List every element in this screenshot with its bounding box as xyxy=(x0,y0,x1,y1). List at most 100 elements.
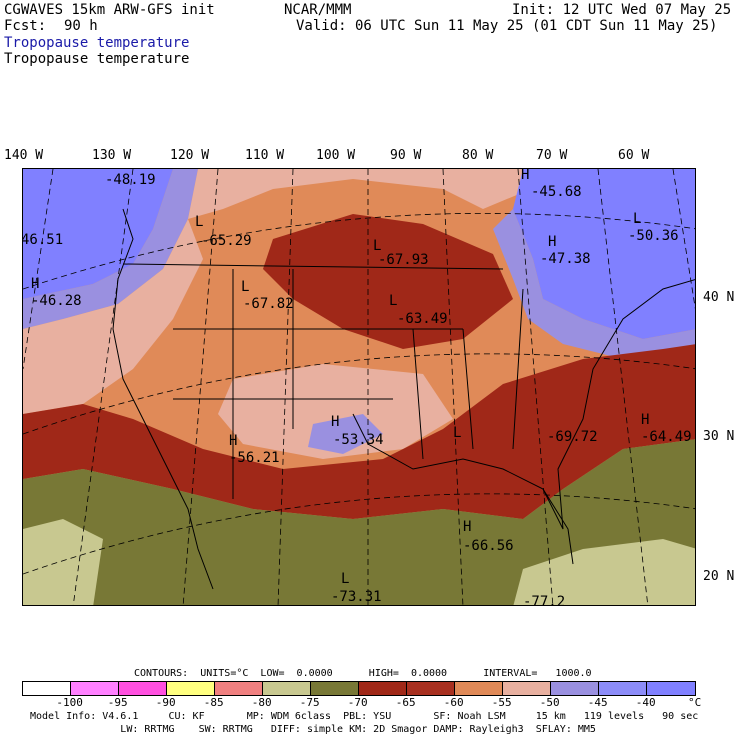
colorbar-tick-9: -55 xyxy=(491,696,512,709)
forecast-hour: 90 h xyxy=(64,18,98,34)
extreme-type-4: H xyxy=(548,234,556,250)
extreme-labels: -48.19 H -45.68 L -65.29 H -47.38 L -50.… xyxy=(23,169,692,606)
colorbar xyxy=(22,681,696,696)
extreme-label-3: -65.29 xyxy=(201,233,252,249)
tropopause-temperature-map: -48.19 H -45.68 L -65.29 H -47.38 L -50.… xyxy=(22,168,696,606)
extreme-type-3: L xyxy=(195,214,203,230)
colorbar-swatch-2 xyxy=(119,682,167,695)
lon-label-110w: 110 W xyxy=(245,148,285,163)
band-violet-central xyxy=(308,414,383,454)
extreme-type-13: L xyxy=(453,425,461,441)
model-info-line2: LW: RRTMG SW: RRTMG DIFF: simple KM: 2D … xyxy=(30,724,596,735)
extreme-type-7: H xyxy=(31,276,39,292)
contour-info: CONTOURS: UNITS=°C LOW= 0.0000 HIGH= 0.0… xyxy=(134,668,592,679)
colorbar-tick-6: -70 xyxy=(347,696,368,709)
colorbar-tick-13: °C xyxy=(688,696,702,709)
extreme-label-10: -63.49 xyxy=(397,311,448,327)
extreme-type-10: L xyxy=(389,293,397,309)
extreme-label-12: -56.21 xyxy=(229,450,280,466)
extreme-label-6: 46.51 xyxy=(23,232,63,248)
extreme-type-11: H xyxy=(331,414,339,430)
extreme-label-1: -48.19 xyxy=(105,172,156,188)
band-violet-northeast xyxy=(493,209,695,359)
lat-label-40n: 40 N xyxy=(703,290,735,305)
colorbar-swatch-5 xyxy=(263,682,311,695)
political-boundaries xyxy=(112,208,695,590)
extreme-type-16: L xyxy=(341,571,349,587)
colorbar-tick-8: -60 xyxy=(443,696,464,709)
colorbar-tick-5: -75 xyxy=(299,696,320,709)
model-info-line1: Model Info: V4.6.1 CU: KF MP: WDM 6class… xyxy=(30,711,699,722)
extreme-label-8: -67.82 xyxy=(243,296,294,312)
forecast-label: Fcst: xyxy=(4,18,47,34)
extreme-type-14: H xyxy=(641,412,649,428)
extreme-type-2: H xyxy=(521,169,529,183)
colorbar-swatch-1 xyxy=(71,682,119,695)
colorbar-swatch-6 xyxy=(311,682,359,695)
colorbar-swatch-4 xyxy=(215,682,263,695)
lon-label-100w: 100 W xyxy=(316,148,356,163)
colorbar-tick-10: -50 xyxy=(539,696,560,709)
extreme-label-4: -47.38 xyxy=(540,251,591,267)
init-time: Init: 12 UTC Wed 07 May 25 xyxy=(512,2,732,18)
colorbar-tick-4: -80 xyxy=(251,696,272,709)
lon-label-80w: 80 W xyxy=(462,148,494,163)
field-title-secondary: Tropopause temperature xyxy=(4,51,190,67)
extreme-label-14: -64.49 xyxy=(641,429,692,445)
band-blue-northeast xyxy=(513,169,695,339)
extreme-label-9: -67.93 xyxy=(378,252,429,268)
model-title: CGWAVES 15km ARW-GFS init xyxy=(4,2,215,18)
valid-time: Valid: 06 UTC Sun 11 May 25 (01 CDT Sun … xyxy=(296,18,718,34)
colorbar-swatch-0 xyxy=(23,682,71,695)
band-olive-south xyxy=(23,439,695,605)
colorbar-tick-11: -45 xyxy=(587,696,608,709)
colorbar-tick-3: -85 xyxy=(203,696,224,709)
colorbar-swatch-3 xyxy=(167,682,215,695)
colorbar-swatch-7 xyxy=(359,682,407,695)
extreme-label-15: -66.56 xyxy=(463,538,514,554)
map-canvas: -48.19 H -45.68 L -65.29 H -47.38 L -50.… xyxy=(23,169,695,606)
extreme-type-9: L xyxy=(373,238,381,254)
field-title-primary: Tropopause temperature xyxy=(4,35,190,51)
colorbar-swatch-10 xyxy=(503,682,551,695)
colorbar-tick-0: -100 xyxy=(56,696,83,709)
extreme-type-8: L xyxy=(241,279,249,295)
extreme-label-17: -77.2 xyxy=(523,594,565,606)
colorbar-tick-7: -65 xyxy=(395,696,416,709)
extreme-label-2: -45.68 xyxy=(531,184,582,200)
colorbar-tick-1: -95 xyxy=(107,696,128,709)
band-pink-west xyxy=(23,219,203,414)
colorbar-tick-12: -40 xyxy=(635,696,656,709)
colorbar-swatch-12 xyxy=(599,682,647,695)
org-label: NCAR/MMM xyxy=(284,2,352,18)
lat-label-20n: 20 N xyxy=(703,569,735,584)
lon-label-60w: 60 W xyxy=(618,148,650,163)
lon-label-90w: 90 W xyxy=(390,148,422,163)
extreme-label-11: -53.34 xyxy=(333,432,384,448)
extreme-type-12: H xyxy=(229,433,237,449)
lon-label-130w: 130 W xyxy=(92,148,132,163)
colorbar-swatch-13 xyxy=(647,682,695,695)
extreme-type-5: L xyxy=(633,211,641,227)
lon-label-120w: 120 W xyxy=(170,148,210,163)
lat-label-30n: 30 N xyxy=(703,429,735,444)
band-blue-northwest xyxy=(23,169,173,299)
extreme-label-7: -46.28 xyxy=(31,293,82,309)
extreme-label-16: -73.31 xyxy=(331,589,382,605)
extreme-type-15: H xyxy=(463,519,471,535)
band-sage-southeast xyxy=(513,539,695,605)
band-darkred-south xyxy=(23,344,695,519)
extreme-label-13: -69.72 xyxy=(547,429,598,445)
colorbar-swatch-8 xyxy=(407,682,455,695)
band-sage-southwest xyxy=(23,519,103,605)
colorbar-tick-2: -90 xyxy=(155,696,176,709)
band-violet-northwest xyxy=(23,169,198,329)
colorbar-swatch-9 xyxy=(455,682,503,695)
colorbar-swatch-11 xyxy=(551,682,599,695)
band-pink-central xyxy=(218,364,453,459)
lon-label-70w: 70 W xyxy=(536,148,568,163)
lon-label-140w: 140 W xyxy=(4,148,44,163)
extreme-label-5: -50.36 xyxy=(628,228,679,244)
band-darkred-central xyxy=(263,214,513,349)
graticule xyxy=(23,169,695,605)
